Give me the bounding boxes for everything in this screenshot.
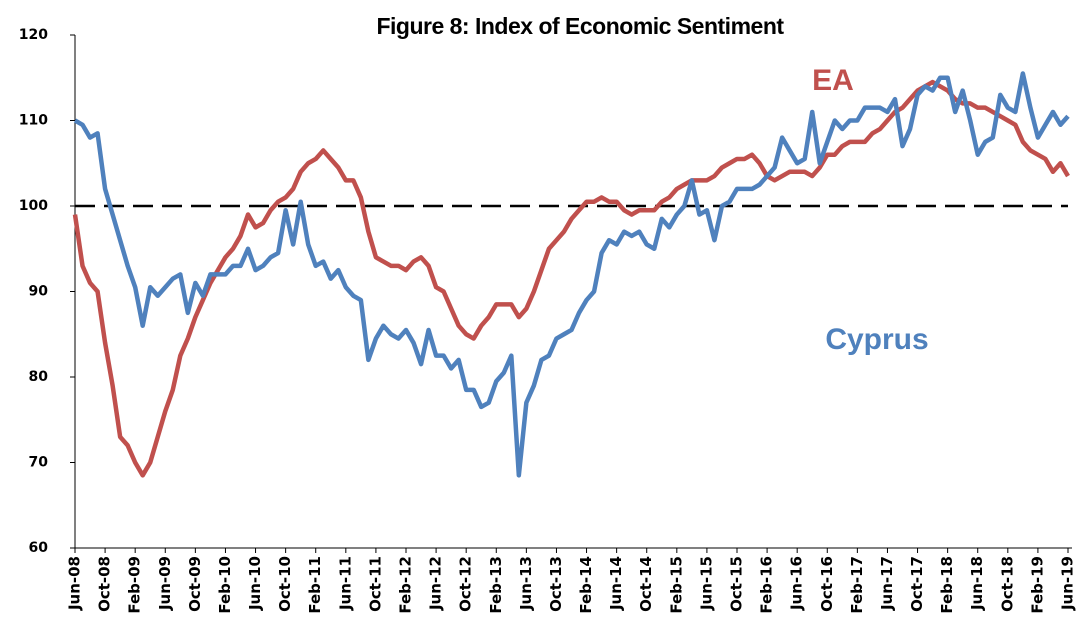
x-tick-label: Oct-15	[728, 556, 746, 612]
x-tick-label: Jun-09	[156, 556, 174, 611]
series-line	[72, 79, 1070, 478]
x-tick-label: Oct-09	[186, 556, 204, 612]
x-tick-label: Oct-13	[547, 556, 565, 612]
x-tick-label: Feb-11	[306, 556, 324, 614]
series-line	[73, 71, 1070, 478]
x-tick-label: Oct-17	[908, 556, 926, 612]
x-tick-label: Feb-13	[487, 556, 505, 614]
x-tick-label: Feb-12	[397, 556, 415, 614]
chart-title: Figure 8: Index of Economic Sentiment	[376, 13, 784, 39]
y-tick-label: 120	[19, 27, 48, 43]
x-tick-label: Oct-18	[998, 556, 1016, 612]
x-tick-label: Jun-08	[66, 556, 84, 611]
x-tick-label: Feb-10	[216, 556, 234, 614]
x-tick-label: Jun-14	[607, 556, 625, 611]
x-tick-label: Jun-18	[968, 556, 986, 611]
x-tick-label: Oct-08	[96, 556, 114, 612]
x-tick-label: Jun-13	[517, 556, 535, 611]
x-tick-label: Oct-11	[366, 556, 384, 612]
x-tick-label: Jun-17	[878, 556, 896, 611]
x-tick-label: Jun-19	[1059, 556, 1077, 611]
x-tick-label: Feb-15	[667, 556, 685, 614]
x-tick-label: Feb-09	[126, 556, 144, 614]
x-tick-label: Feb-19	[1028, 556, 1046, 614]
y-tick-label: 60	[29, 540, 49, 556]
y-tick-label: 100	[19, 198, 48, 214]
x-tick-label: Jun-15	[697, 556, 715, 611]
y-tick-label: 70	[29, 455, 49, 471]
x-tick-label: Jun-10	[246, 556, 264, 611]
y-tick-label: 110	[19, 113, 48, 129]
x-tick-label: Jun-12	[427, 556, 445, 611]
x-tick-label: Feb-17	[848, 556, 866, 614]
x-tick-label: Oct-14	[637, 556, 655, 612]
y-tick-label: 90	[29, 284, 49, 300]
x-tick-label: Feb-16	[758, 556, 776, 614]
x-tick-label: Oct-10	[276, 556, 294, 612]
x-tick-label: Oct-12	[457, 556, 475, 612]
x-tick-label: Oct-16	[818, 556, 836, 612]
x-tick-label: Feb-18	[938, 556, 956, 614]
x-tick-label: Feb-14	[577, 556, 595, 614]
x-tick-label: Jun-16	[788, 556, 806, 611]
y-tick-label: 80	[29, 369, 49, 385]
x-tick-label: Jun-11	[336, 556, 354, 611]
series-label: Cyprus	[825, 323, 928, 356]
series-label: EA	[812, 64, 854, 97]
